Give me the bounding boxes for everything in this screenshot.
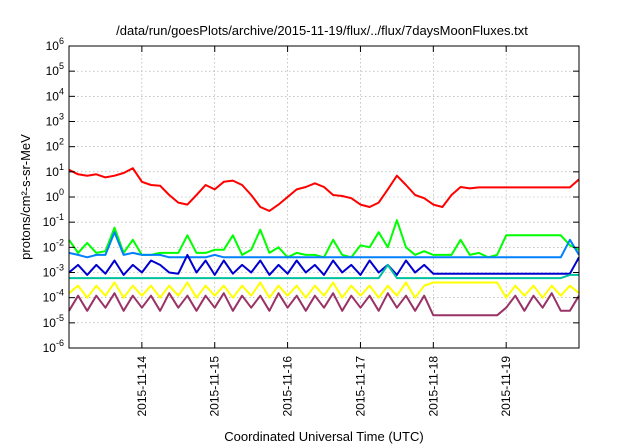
y-tick-label: 101 <box>46 162 64 179</box>
x-tick-labels: 2015-11-14 2015-11-15 2015-11-16 2015-11-17… <box>135 356 513 417</box>
y-tick-label: 10-1 <box>43 212 64 229</box>
y-tick-label: 103 <box>46 112 64 129</box>
x-tick-label: 2015-11-15 <box>208 356 222 417</box>
ticks <box>69 45 579 349</box>
series-layer <box>68 167 580 317</box>
y-tick-label: 100 <box>46 187 64 204</box>
y-tick-label: 10-4 <box>43 288 64 305</box>
chart-title: /data/run/goesPlots/archive/2015-11-19/f… <box>116 23 528 38</box>
series-line-2 <box>68 219 580 259</box>
x-tick-label: 2015-11-19 <box>499 356 513 417</box>
x-tick-label: 2015-11-14 <box>135 356 149 417</box>
y-tick-label: 10-2 <box>43 237 64 254</box>
series-line-1 <box>68 167 580 212</box>
series-line-7 <box>68 292 580 317</box>
series-line-5 <box>69 263 579 280</box>
y-tick-label: 10-5 <box>43 313 64 330</box>
y-tick-label: 104 <box>46 86 64 103</box>
series-line-6 <box>68 281 580 299</box>
series-line-4 <box>68 253 580 276</box>
y-tick-label: 102 <box>46 137 64 154</box>
x-tick-label: 2015-11-18 <box>426 356 440 417</box>
x-tick-label: 2015-11-17 <box>353 356 367 417</box>
y-tick-labels: 10-6 10-5 10-4 10-3 10-2 10-1 100 101 102 103 104 1… <box>43 36 64 355</box>
x-tick-label: 2015-11-16 <box>281 356 295 417</box>
series-line-3 <box>68 231 580 259</box>
y-tick-label: 105 <box>46 61 64 78</box>
x-axis-label: Coordinated Universal Time (UTC) <box>224 429 423 444</box>
y-tick-label: 10-6 <box>43 338 64 355</box>
y-tick-label: 106 <box>46 36 64 53</box>
y-tick-label: 10-3 <box>43 263 64 280</box>
y-axis-label: protons/cm²-s-sr-MeV <box>18 134 33 260</box>
grid <box>69 46 579 348</box>
